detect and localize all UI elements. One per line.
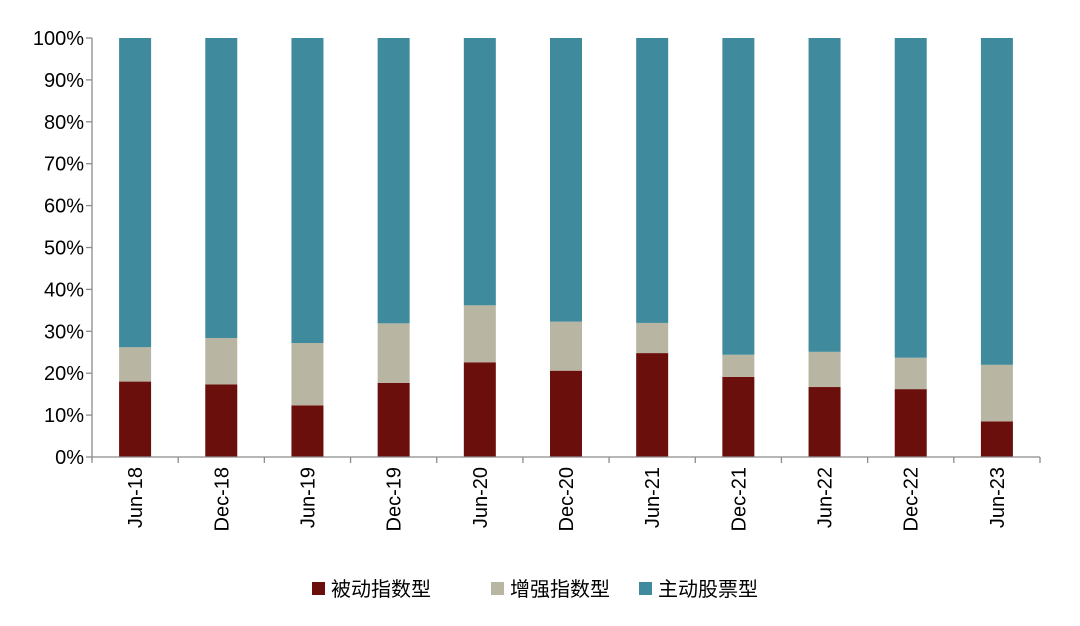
bar-segment-Dec-19-s0 bbox=[377, 382, 410, 457]
bar-segment-Jun-20-s0 bbox=[463, 362, 496, 457]
bar-segment-Dec-21-s1 bbox=[722, 354, 755, 377]
bar-segment-Dec-18-s1 bbox=[205, 338, 238, 385]
bar-segment-Dec-19-s2 bbox=[377, 38, 410, 324]
bar-segment-Dec-19-s1 bbox=[377, 323, 410, 383]
bar-segment-Jun-20-s1 bbox=[463, 305, 496, 363]
bar-segment-Jun-18-s0 bbox=[119, 381, 152, 457]
bar-segment-Jun-21-s0 bbox=[636, 353, 669, 457]
bar-segment-Jun-22-s1 bbox=[808, 351, 841, 388]
x-tick-label: Dec-19 bbox=[384, 467, 406, 531]
x-tick-label: Jun-20 bbox=[470, 467, 492, 528]
y-tick-label: 50% bbox=[44, 238, 84, 260]
bar-segment-Jun-19-s1 bbox=[291, 343, 324, 406]
bar-segment-Dec-22-s1 bbox=[894, 357, 927, 390]
y-tick-label: 20% bbox=[44, 363, 84, 385]
bar-segment-Jun-18-s1 bbox=[119, 347, 152, 382]
bar-segment-Dec-20-s0 bbox=[550, 370, 582, 457]
bar-segment-Dec-22-s0 bbox=[894, 389, 927, 457]
bar-segment-Dec-21-s0 bbox=[722, 376, 755, 457]
legend-label: 被动指数型 bbox=[331, 578, 431, 601]
bar-segment-Jun-21-s2 bbox=[636, 38, 669, 323]
x-axis: Jun-18 Dec-18 Jun-19 Dec-19 Jun-20 Dec-20 Jun-… bbox=[91, 456, 1041, 531]
bar-segment-Dec-20-s2 bbox=[550, 38, 582, 322]
bar-segment-Jun-18-s2 bbox=[119, 38, 152, 348]
bar-segment-Jun-23-s0 bbox=[980, 421, 1013, 457]
bar-segment-Jun-22-s2 bbox=[808, 38, 841, 352]
legend-swatch bbox=[491, 582, 504, 595]
legend-swatch bbox=[639, 582, 652, 595]
x-tick-label: Jun-18 bbox=[125, 467, 147, 528]
bar-segment-Dec-22-s2 bbox=[894, 38, 927, 358]
bar-segment-Jun-20-s2 bbox=[463, 38, 496, 306]
bar-segment-Jun-19-s2 bbox=[291, 38, 324, 344]
bar-segment-Dec-18-s2 bbox=[205, 38, 238, 338]
y-tick-label: 80% bbox=[44, 112, 84, 134]
x-tick-label: Jun-22 bbox=[815, 467, 837, 528]
x-tick-label: Dec-22 bbox=[901, 467, 923, 531]
bar-segment-Dec-21-s2 bbox=[722, 38, 755, 355]
x-tick-label: Jun-19 bbox=[297, 467, 319, 528]
y-axis: 0% 10% 20% 30% 40% 50% 60% 70% 80% 90% 100% bbox=[33, 28, 93, 469]
bar-segment-Dec-18-s0 bbox=[205, 384, 238, 457]
x-tick-label: Dec-21 bbox=[728, 467, 750, 531]
bar-segment-Jun-23-s1 bbox=[980, 364, 1013, 422]
plot-area bbox=[119, 38, 1013, 457]
legend-swatch bbox=[312, 582, 325, 595]
bar-segment-Jun-19-s0 bbox=[291, 405, 324, 457]
y-tick-label: 10% bbox=[44, 405, 84, 427]
bar-segment-Jun-23-s2 bbox=[980, 38, 1013, 365]
bar-segment-Jun-21-s1 bbox=[636, 322, 669, 354]
y-tick-label: 70% bbox=[44, 154, 84, 176]
bar-segment-Dec-20-s1 bbox=[550, 321, 582, 371]
y-tick-label: 30% bbox=[44, 321, 84, 343]
x-tick-label: Jun-23 bbox=[987, 467, 1009, 528]
x-tick-label: Dec-18 bbox=[211, 467, 233, 531]
legend-label: 主动股票型 bbox=[658, 578, 758, 601]
y-tick-label: 90% bbox=[44, 70, 84, 92]
y-tick-label: 40% bbox=[44, 279, 84, 301]
legend-label: 增强指数型 bbox=[510, 578, 610, 601]
bar-segment-Jun-22-s0 bbox=[808, 387, 841, 457]
y-tick-label: 60% bbox=[44, 196, 84, 218]
y-tick-label: 100% bbox=[33, 28, 84, 50]
legend: 被动指数型 增强指数型 主动股票型 bbox=[312, 578, 758, 601]
x-tick-label: Dec-20 bbox=[556, 467, 578, 531]
x-tick-label: Jun-21 bbox=[642, 467, 664, 528]
y-tick-label: 0% bbox=[55, 447, 84, 469]
